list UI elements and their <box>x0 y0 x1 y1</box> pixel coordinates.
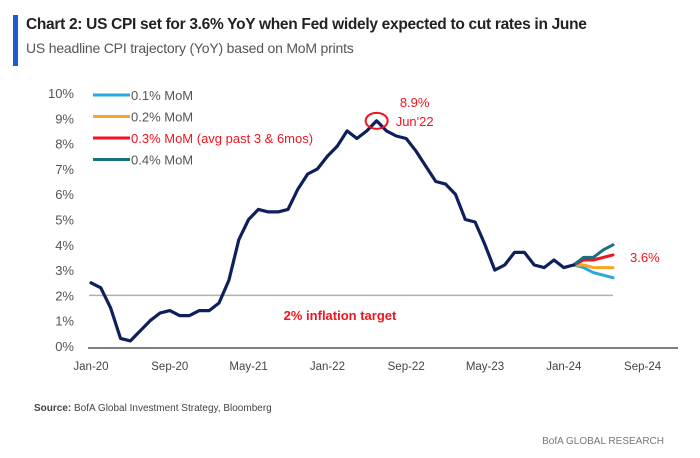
cpi-line-chart: 0% 1% 2% 3% 4% 5% 6% 7% 8% 9% 10% Jan-20 Sep-20 May-2… <box>48 86 678 373</box>
x-tick-label: Jan-22 <box>310 361 345 373</box>
y-tick-label: 0% <box>55 339 74 354</box>
x-tick-label: Sep-24 <box>624 361 662 373</box>
legend-label: 0.1% MoM <box>131 88 193 103</box>
y-tick-label: 9% <box>55 111 74 126</box>
y-tick-label: 1% <box>55 314 74 329</box>
legend-label: 0.3% MoM (avg past 3 & 6mos) <box>131 131 313 146</box>
x-tick-label: Jan-24 <box>546 361 582 373</box>
x-tick-label: Sep-22 <box>388 361 425 373</box>
source-label: Source: <box>34 403 72 414</box>
y-tick-label: 2% <box>55 288 74 303</box>
x-tick-label: Sep-20 <box>151 361 188 373</box>
projection-end-label: 3.6% <box>630 250 660 265</box>
title-accent-bar <box>13 15 18 66</box>
inflation-target-label: 2% inflation target <box>284 308 397 323</box>
chart-subtitle: US headline CPI trajectory (YoY) based o… <box>26 40 354 56</box>
projection-line-1 <box>572 263 615 280</box>
y-tick-label: 7% <box>55 162 74 177</box>
footer-brand: BofA GLOBAL RESEARCH <box>542 436 664 447</box>
peak-date-label: Jun'22 <box>396 114 434 129</box>
y-tick-label: 8% <box>55 137 74 152</box>
legend-label: 0.2% MoM <box>131 110 193 125</box>
y-tick-label: 4% <box>55 238 74 253</box>
projection-line-4 <box>572 243 615 267</box>
chart-title: Chart 2: US CPI set for 3.6% YoY when Fe… <box>26 16 587 33</box>
actual-cpi-line <box>89 119 576 343</box>
projection-line-2 <box>572 263 615 270</box>
y-tick-label: 6% <box>55 187 74 202</box>
source-note: Source: BofA Global Investment Strategy,… <box>34 403 272 414</box>
peak-circle-marker <box>364 111 389 130</box>
x-tick-label: May-23 <box>466 361 504 373</box>
y-tick-label: 3% <box>55 263 74 278</box>
legend-label: 0.4% MoM <box>131 153 193 168</box>
peak-value-label: 8.9% <box>400 95 430 110</box>
y-tick-label: 10% <box>48 86 74 101</box>
x-tick-label: May-21 <box>229 361 267 373</box>
y-tick-label: 5% <box>55 213 74 228</box>
source-text: BofA Global Investment Strategy, Bloombe… <box>74 403 272 414</box>
x-tick-label: Jan-20 <box>73 361 108 373</box>
